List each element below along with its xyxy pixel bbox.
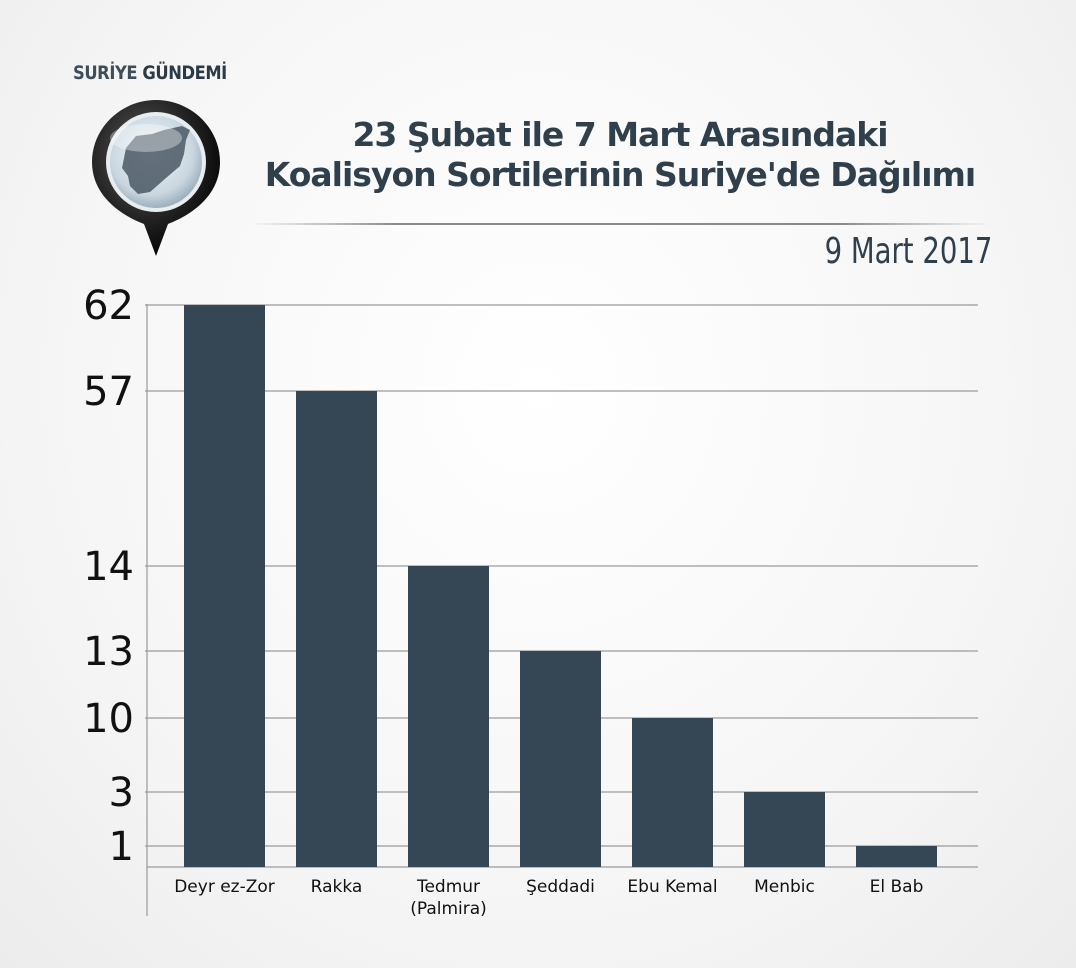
y-tick-label: 3 <box>109 770 134 816</box>
bar <box>856 846 937 867</box>
category-label: Tedmur <box>416 877 480 897</box>
category-label: Menbic <box>754 877 815 897</box>
bar <box>632 718 713 867</box>
category-label: Şeddadi <box>526 877 595 897</box>
title-line-2: Koalisyon Sortilerinin Suriye'de Dağılım… <box>264 155 976 194</box>
x-category-labels: Deyr ez-Zor Rakka Tedmur(Palmira) Şeddadi Eb… <box>174 877 923 919</box>
y-tick-label: 14 <box>83 544 134 590</box>
category-label: El Bab <box>870 877 924 897</box>
title-line-1: 23 Şubat ile 7 Mart Arasındaki <box>352 115 888 154</box>
brand-part-2: GÜNDEMİ <box>142 62 227 84</box>
bar <box>408 566 489 867</box>
y-tick-label: 62 <box>83 283 134 329</box>
bar <box>520 651 601 867</box>
bar <box>184 305 265 867</box>
category-label: Rakka <box>311 877 363 897</box>
category-label: Ebu Kemal <box>627 877 717 897</box>
brand-logo-text: SURİYE GÜNDEMİ <box>73 62 227 84</box>
bar <box>744 792 825 867</box>
y-tick-label: 10 <box>83 696 134 742</box>
category-label: Deyr ez-Zor <box>174 877 275 897</box>
map-pin-icon <box>92 100 220 256</box>
date-label: 9 Mart 2017 <box>824 231 992 272</box>
bars <box>184 305 937 867</box>
y-tick-label: 1 <box>109 824 134 870</box>
y-tick-label: 57 <box>83 369 134 415</box>
title-divider <box>250 223 990 225</box>
y-tick-labels: 62 57 14 13 10 3 1 <box>83 283 134 870</box>
y-tick-label: 13 <box>83 629 134 675</box>
syria-map-icon <box>122 126 190 194</box>
bar <box>296 391 377 867</box>
brand-part-1: SURİYE <box>73 62 138 84</box>
category-label: (Palmira) <box>410 899 487 919</box>
chart-title: 23 Şubat ile 7 Mart Arasındaki Koalisyon… <box>200 115 1040 195</box>
